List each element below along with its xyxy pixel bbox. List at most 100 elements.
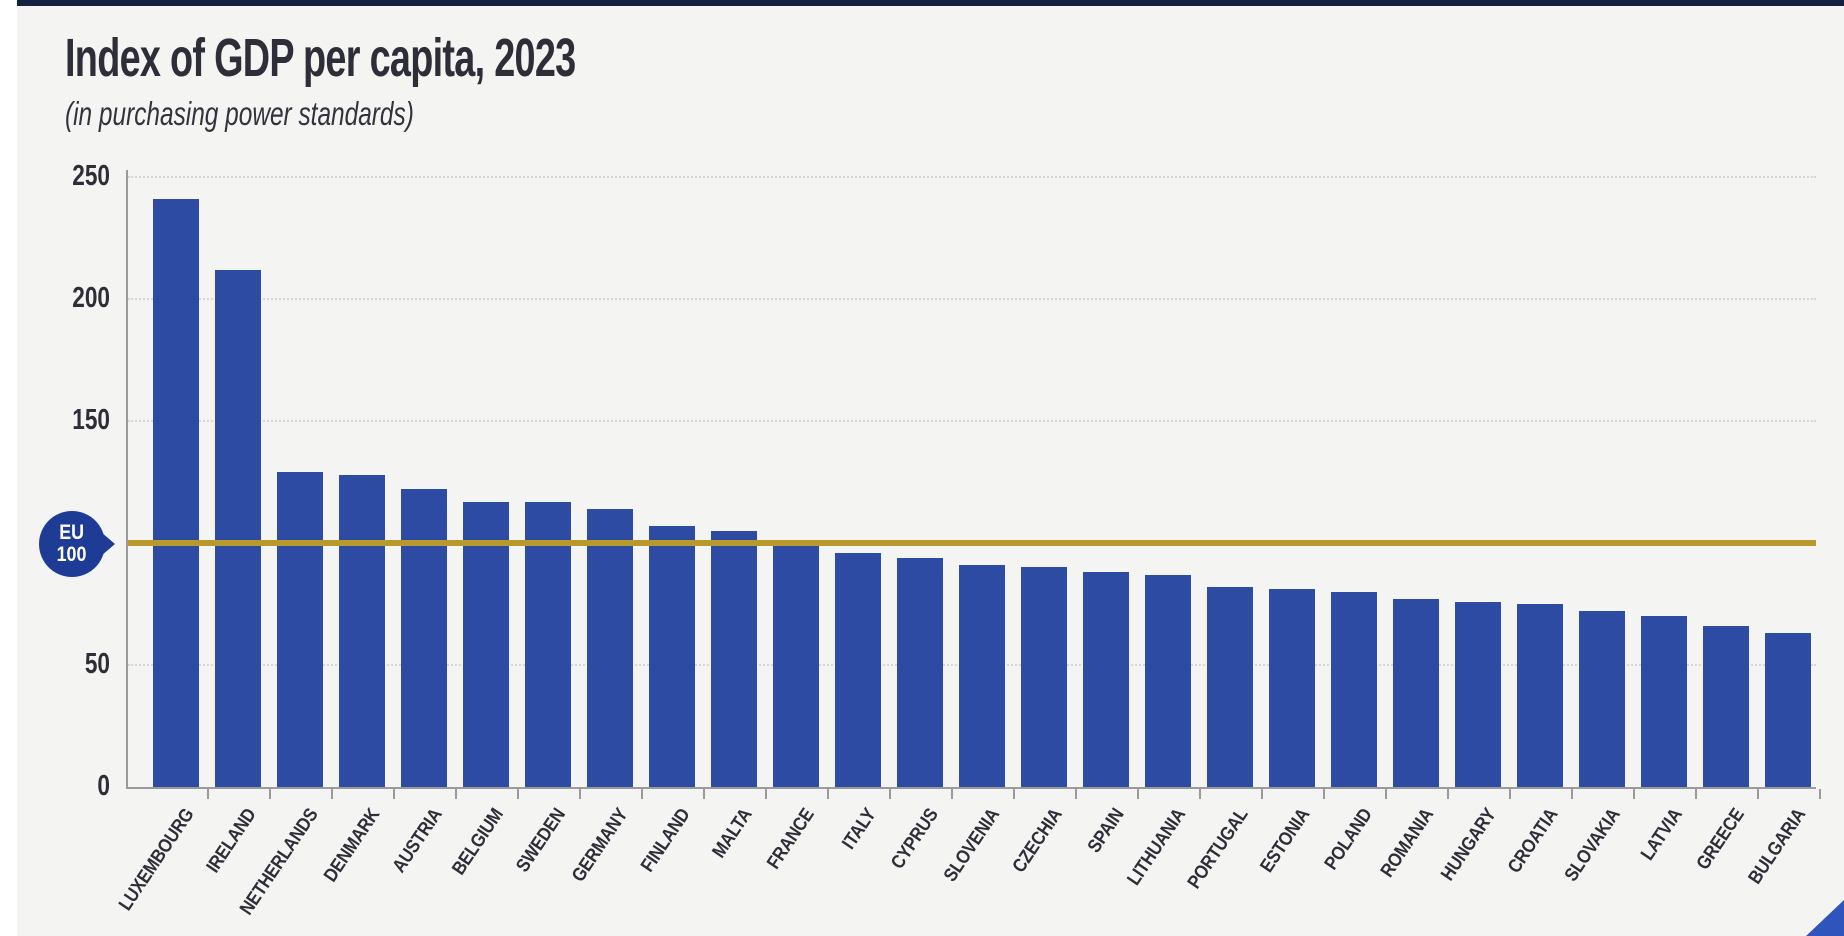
- bar-france[interactable]: [773, 545, 819, 787]
- x-axis-tick: [703, 789, 705, 799]
- bar-germany[interactable]: [587, 509, 633, 787]
- y-axis-label-50: 50: [84, 648, 110, 680]
- y-axis-label-150: 150: [72, 404, 110, 436]
- country-label-text: PORTUGAL: [1183, 804, 1253, 893]
- country-label-text: AUSTRIA: [388, 804, 447, 877]
- bar-lithuania[interactable]: [1145, 575, 1191, 787]
- x-axis-tick: [1323, 789, 1325, 799]
- bar-malta[interactable]: [711, 531, 757, 787]
- x-axis-tick: [1199, 789, 1201, 799]
- bar-estonia[interactable]: [1269, 589, 1315, 787]
- bar-bulgaria[interactable]: [1765, 633, 1811, 787]
- country-label-text: CZECHIA: [1008, 804, 1067, 877]
- x-axis-tick: [269, 789, 271, 799]
- x-axis-tick: [1819, 789, 1821, 799]
- page-subtitle: (in purchasing power standards): [65, 95, 414, 132]
- bar-czechia[interactable]: [1021, 567, 1067, 787]
- x-axis-tick: [455, 789, 457, 799]
- bar-poland[interactable]: [1331, 592, 1377, 787]
- country-label-text: HUNGARY: [1436, 804, 1501, 885]
- x-axis-tick: [1385, 789, 1387, 799]
- x-axis-tick: [1757, 789, 1759, 799]
- x-axis-tick: [393, 789, 395, 799]
- x-axis-tick: [579, 789, 581, 799]
- left-margin-strip: [0, 0, 17, 936]
- x-axis-tick: [1447, 789, 1449, 799]
- country-label-text: IRELAND: [202, 804, 261, 877]
- y-axis-label-200: 200: [72, 282, 110, 314]
- eu-badge-value: 100: [57, 543, 87, 566]
- x-axis-baseline: [126, 787, 1816, 789]
- country-label-text: GERMANY: [568, 804, 633, 886]
- country-label-text: SPAIN: [1083, 804, 1129, 857]
- x-axis-tick: [1633, 789, 1635, 799]
- x-axis-tick: [1695, 789, 1697, 799]
- y-axis-label-0: 0: [97, 770, 110, 802]
- bar-italy[interactable]: [835, 553, 881, 787]
- bar-ireland[interactable]: [215, 270, 261, 787]
- bar-slovenia[interactable]: [959, 565, 1005, 787]
- country-label-text: BELGIUM: [448, 804, 509, 879]
- x-axis-tick: [827, 789, 829, 799]
- bar-austria[interactable]: [401, 489, 447, 787]
- corner-decoration-triangle: [1806, 900, 1844, 936]
- bar-romania[interactable]: [1393, 599, 1439, 787]
- country-label-text: LITHUANIA: [1123, 804, 1191, 890]
- bar-spain[interactable]: [1083, 572, 1129, 787]
- country-label-text: DENMARK: [320, 804, 385, 886]
- eu-badge-label: EU: [59, 520, 85, 544]
- country-label-text: SWEDEN: [512, 804, 571, 877]
- gridline-250: [128, 176, 1816, 178]
- page-title: Index of GDP per capita, 2023: [65, 28, 576, 88]
- bar-finland[interactable]: [649, 526, 695, 787]
- y-axis-line: [126, 170, 128, 789]
- x-axis-tick: [1509, 789, 1511, 799]
- country-label-text: FRANCE: [762, 804, 819, 874]
- x-axis-tick: [1013, 789, 1015, 799]
- country-label-text: LUXEMBOURG: [114, 804, 199, 915]
- eu-average-badge: EU 100: [39, 511, 105, 577]
- bar-netherlands[interactable]: [277, 472, 323, 787]
- x-axis-tick: [641, 789, 643, 799]
- bar-cyprus[interactable]: [897, 558, 943, 787]
- bar-luxembourg[interactable]: [153, 199, 199, 787]
- eu-average-reference-line: [128, 540, 1816, 546]
- gridline-150: [128, 420, 1816, 422]
- country-label-text: SLOVAKIA: [1560, 804, 1625, 886]
- x-axis-tick: [1075, 789, 1077, 799]
- country-label-text: ITALY: [838, 804, 881, 854]
- eu-badge-pointer-icon: [101, 532, 115, 556]
- x-axis-tick: [517, 789, 519, 799]
- bar-hungary[interactable]: [1455, 602, 1501, 787]
- x-axis-tick: [951, 789, 953, 799]
- country-label-text: ROMANIA: [1377, 804, 1439, 882]
- x-axis-tick: [765, 789, 767, 799]
- country-label-text: MALTA: [708, 804, 757, 862]
- top-navy-strip: [17, 0, 1844, 6]
- bar-sweden[interactable]: [525, 502, 571, 787]
- y-axis-label-250: 250: [72, 160, 110, 192]
- country-label-text: FINLAND: [636, 804, 695, 876]
- bar-portugal[interactable]: [1207, 587, 1253, 787]
- country-label-text: CYPRUS: [886, 804, 943, 874]
- x-axis-tick: [1137, 789, 1139, 799]
- bar-greece[interactable]: [1703, 626, 1749, 787]
- x-axis-tick: [207, 789, 209, 799]
- bar-belgium[interactable]: [463, 502, 509, 787]
- country-label-text: CROATIA: [1504, 804, 1563, 878]
- country-label-text: POLAND: [1320, 804, 1377, 874]
- x-axis-tick: [331, 789, 333, 799]
- country-label-text: GREECE: [1692, 804, 1749, 874]
- x-axis-tick: [889, 789, 891, 799]
- x-axis-tick: [1571, 789, 1573, 799]
- country-label-text: SLOVENIA: [940, 804, 1005, 886]
- country-label-text: ESTONIA: [1256, 804, 1315, 877]
- bar-croatia[interactable]: [1517, 604, 1563, 787]
- country-label-text: BULGARIA: [1744, 804, 1811, 888]
- bar-latvia[interactable]: [1641, 616, 1687, 787]
- bar-denmark[interactable]: [339, 475, 385, 787]
- country-label-text: LATVIA: [1636, 804, 1687, 865]
- gridline-200: [128, 298, 1816, 300]
- bar-slovakia[interactable]: [1579, 611, 1625, 787]
